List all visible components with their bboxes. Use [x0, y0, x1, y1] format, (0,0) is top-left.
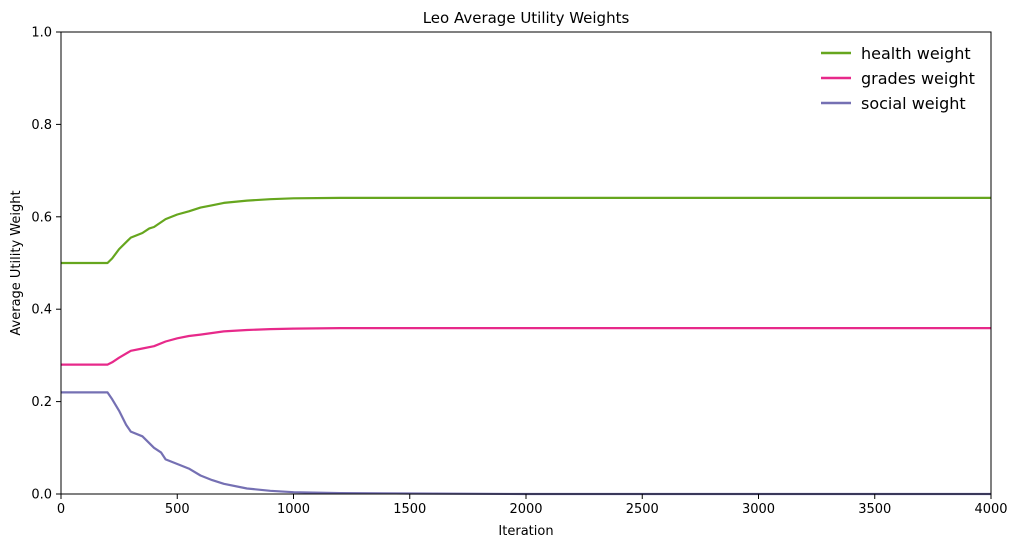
- x-tick-label: 1500: [393, 502, 426, 517]
- legend-label-0: health weight: [861, 44, 971, 63]
- x-tick-label: 1000: [277, 502, 310, 517]
- chart-title: Leo Average Utility Weights: [423, 9, 630, 27]
- x-axis-label: Iteration: [498, 524, 553, 539]
- legend: health weight grades weight social weight: [821, 44, 975, 113]
- plot-frame: [60, 31, 992, 495]
- y-axis-label: Average Utility Weight: [9, 190, 24, 335]
- plot-lines: [61, 196, 991, 496]
- legend-label-2: social weight: [861, 94, 966, 113]
- x-axis: 0 500 1000 1500 2000 2500 3000 3500 4000: [57, 494, 1008, 517]
- x-tick-label: 500: [165, 502, 190, 517]
- x-tick-label: 3000: [742, 502, 775, 517]
- x-tick-label: 4000: [974, 502, 1007, 517]
- y-tick-label: 1.0: [31, 26, 52, 41]
- legend-label-1: grades weight: [861, 69, 975, 88]
- y-tick-label: 0.6: [31, 210, 52, 225]
- x-tick-label: 3500: [858, 502, 891, 517]
- series-line-1: [61, 327, 991, 366]
- series-line-2: [61, 391, 991, 496]
- x-tick-label: 2500: [626, 502, 659, 517]
- series-line-0: [61, 196, 991, 265]
- y-axis: 0.0 0.2 0.4 0.6 0.8 1.0: [31, 26, 61, 503]
- y-tick-label: 0.8: [31, 118, 52, 133]
- x-tick-label: 0: [57, 502, 65, 517]
- y-tick-label: 0.0: [31, 488, 52, 503]
- y-tick-label: 0.4: [31, 303, 52, 318]
- y-tick-label: 0.2: [31, 395, 52, 410]
- x-tick-label: 2000: [509, 502, 542, 517]
